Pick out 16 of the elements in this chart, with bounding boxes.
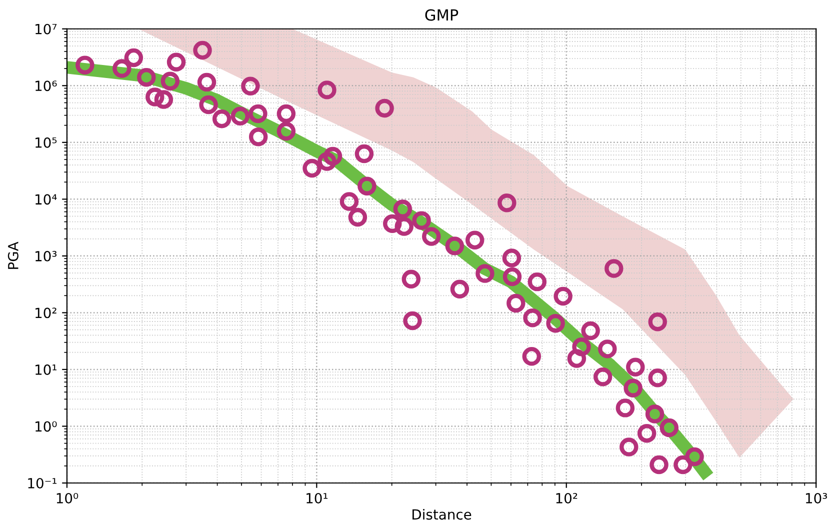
y-tick-label: 10³ <box>36 250 57 262</box>
chart-title: GMP <box>425 9 458 21</box>
y-tick-label: 10⁵ <box>36 137 57 148</box>
x-axis-title: Distance <box>412 508 472 520</box>
x-tick-label: 10² <box>556 492 578 504</box>
y-tick-label: 10⁻¹ <box>28 478 56 488</box>
y-tick-label: 10⁴ <box>36 194 57 205</box>
y-axis-title: PGA <box>8 242 18 269</box>
y-tick-label: 10⁷ <box>36 24 57 34</box>
y-tick-label: 10⁶ <box>36 80 57 92</box>
y-tick-label: 10¹ <box>36 364 56 375</box>
x-tick-label: 10⁰ <box>56 492 78 504</box>
x-tick-label: 10¹ <box>306 492 328 504</box>
y-tick-label: 10² <box>36 308 56 318</box>
x-tick-label: 10³ <box>806 492 827 504</box>
y-tick-label: 10⁰ <box>36 421 57 432</box>
